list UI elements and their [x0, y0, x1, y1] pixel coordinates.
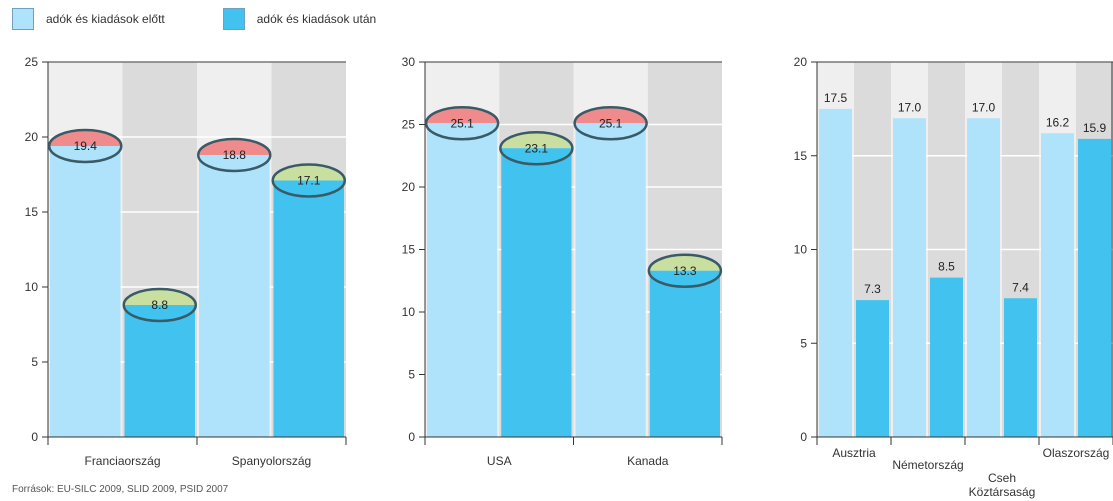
legend-label-after: adók és kiadások után: [256, 12, 377, 26]
y-tick-label: 25: [402, 118, 416, 132]
label-highlight-ellipse: [573, 106, 648, 141]
data-label: 16.2: [1046, 115, 1070, 129]
bar: [273, 180, 344, 437]
bar: [1041, 133, 1074, 437]
label-highlight-top: [272, 164, 345, 181]
label-highlight-bottom: [648, 270, 721, 287]
bar: [427, 123, 498, 437]
label-highlight-top: [198, 139, 271, 155]
x-tick-label: USA: [487, 454, 512, 468]
y-tick-label: 25: [25, 55, 39, 69]
data-label: 13.3: [673, 264, 697, 278]
x-tick-label: Ausztria: [832, 446, 876, 460]
legend-item-after: adók és kiadások után: [222, 8, 377, 30]
data-label: 25.1: [450, 116, 474, 130]
y-tick-label: 0: [800, 430, 807, 444]
label-highlight-top: [648, 254, 721, 271]
y-tick-label: 20: [402, 180, 416, 194]
y-tick-label: 10: [402, 305, 416, 319]
x-tick-label: Cseh Köztársaság: [969, 471, 1036, 499]
data-label: 17.0: [972, 100, 996, 114]
y-tick-label: 30: [402, 55, 416, 69]
legend-item-before: adók és kiadások előtt: [12, 8, 165, 30]
data-label: 17.0: [898, 100, 922, 114]
data-label: 17.5: [824, 91, 848, 105]
label-highlight-top: [500, 132, 573, 149]
label-highlight-bottom: [426, 123, 499, 140]
label-highlight-ellipse: [48, 128, 123, 164]
data-label: 23.1: [525, 141, 549, 155]
bar: [124, 305, 195, 437]
label-highlight-ellipse: [271, 163, 346, 198]
y-tick-label: 5: [31, 355, 38, 369]
y-tick-label: 0: [31, 430, 38, 444]
bar: [1078, 138, 1111, 437]
label-highlight-bottom: [500, 148, 573, 165]
y-tick-label: 5: [800, 336, 807, 350]
bar: [1004, 298, 1037, 437]
bar: [50, 146, 121, 437]
data-label: 7.4: [1012, 280, 1029, 294]
y-tick-label: 10: [25, 280, 39, 294]
chart-panel-1: 0 5 10 15 20 25 Franciaország Spanyolország 19.4…: [25, 55, 347, 468]
chart-legend: adók és kiadások előtt adók és kiadások …: [12, 7, 434, 31]
data-label: 8.5: [938, 260, 955, 274]
label-highlight-ellipse: [647, 253, 723, 288]
y-tick-label: 15: [25, 205, 39, 219]
bar: [967, 118, 1000, 437]
label-highlight-top: [574, 107, 647, 124]
bar: [501, 148, 572, 437]
y-tick-label: 20: [25, 130, 39, 144]
legend-swatch-before: [12, 8, 34, 30]
x-tick-label: Olaszország: [1043, 446, 1110, 460]
x-tick-label: Spanyolország: [232, 454, 311, 468]
y-tick-label: 5: [408, 368, 415, 382]
legend-label-before: adók és kiadások előtt: [46, 12, 165, 26]
x-tick-label: Kanada: [627, 454, 669, 468]
bar: [856, 300, 889, 437]
label-highlight-bottom: [49, 146, 122, 162]
chart-panel-3: 0 5 10 15 20 Ausztria Németország Cseh Köztársas…: [794, 55, 1113, 499]
label-highlight-bottom: [123, 305, 196, 321]
data-label: 17.1: [297, 174, 321, 188]
label-highlight-ellipse: [122, 287, 197, 323]
data-label: 19.4: [74, 139, 98, 153]
y-tick-label: 15: [794, 149, 808, 163]
y-tick-label: 15: [402, 243, 416, 257]
bar: [930, 277, 963, 437]
bar: [649, 270, 720, 437]
y-tick-label: 0: [408, 430, 415, 444]
label-highlight-top: [49, 130, 122, 146]
source-note: Források: EU-SILC 2009, SLID 2009, PSID …: [12, 484, 229, 495]
legend-swatch-after: [222, 8, 245, 30]
x-tick-label: Németország: [892, 458, 963, 472]
data-label: 25.1: [599, 116, 623, 130]
data-label: 18.8: [223, 148, 247, 162]
label-highlight-top: [426, 107, 499, 124]
data-label: 7.3: [864, 282, 881, 296]
data-label: 8.8: [151, 298, 168, 312]
label-highlight-ellipse: [424, 106, 500, 141]
label-highlight-bottom: [198, 155, 271, 171]
data-label: 15.9: [1083, 121, 1107, 135]
label-highlight-ellipse: [499, 131, 574, 166]
label-highlight-ellipse: [197, 137, 272, 173]
bar: [819, 108, 852, 437]
y-tick-label: 10: [794, 243, 808, 257]
y-tick-label: 20: [794, 55, 808, 69]
label-highlight-bottom: [574, 123, 647, 140]
bar: [893, 118, 926, 437]
label-highlight-bottom: [272, 180, 345, 197]
bar: [199, 155, 270, 437]
label-highlight-top: [123, 289, 196, 305]
chart-panel-2: 0 5 10 15 20 25 30 USA Kanada 25.1 25.1 23.1 13.3: [402, 55, 723, 468]
x-tick-label: Franciaország: [84, 454, 160, 468]
bar: [575, 123, 646, 437]
